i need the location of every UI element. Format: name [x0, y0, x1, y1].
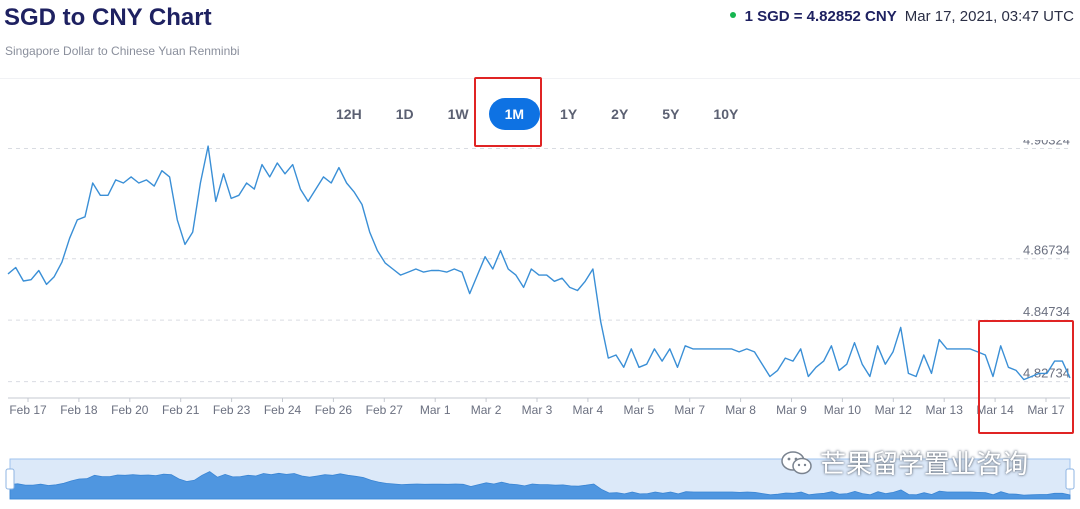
current-rate: 1 SGD = 4.82852 CNY Mar 17, 2021, 03:47 U… — [729, 8, 1074, 25]
time-range-selector: 12H 1D 1W 1M 1Y 2Y 5Y 10Y — [322, 98, 752, 130]
x-tick-label: Mar 1 — [420, 403, 451, 417]
rate-timestamp: Mar 17, 2021, 03:47 UTC — [904, 8, 1074, 25]
x-tick-label: Feb 27 — [366, 403, 404, 417]
x-tick-label: Mar 10 — [824, 403, 862, 417]
x-tick-label: Feb 26 — [315, 403, 353, 417]
x-tick-label: Mar 8 — [725, 403, 756, 417]
y-tick-label: 4.90324 — [1023, 140, 1070, 147]
wechat-icon — [780, 450, 814, 476]
x-tick-label: Mar 12 — [875, 403, 913, 417]
x-tick-label: Feb 24 — [264, 403, 302, 417]
x-tick-label: Mar 17 — [1027, 403, 1065, 417]
x-tick-label: Mar 7 — [674, 403, 705, 417]
watermark-text: 芒果留学置业咨询 — [820, 450, 1029, 480]
x-tick-label: Mar 13 — [926, 403, 964, 417]
highlight-box-1m — [474, 77, 542, 147]
x-tick-label: Feb 20 — [111, 403, 149, 417]
x-tick-label: Mar 9 — [776, 403, 807, 417]
rate-value: 1 SGD = 4.82852 CNY — [744, 8, 897, 25]
page-title: SGD to CNY Chart — [4, 4, 212, 31]
live-status-dot-icon — [729, 12, 736, 19]
x-tick-label: Mar 4 — [573, 403, 604, 417]
navigator-left-handle[interactable] — [5, 468, 15, 490]
page-subtitle: Singapore Dollar to Chinese Yuan Renminb… — [5, 44, 240, 58]
range-1y-button[interactable]: 1Y — [560, 106, 578, 122]
highlight-box-recent — [978, 320, 1074, 434]
range-2y-button[interactable]: 2Y — [611, 106, 629, 122]
x-tick-label: Mar 14 — [976, 403, 1014, 417]
range-12h-button[interactable]: 12H — [336, 106, 362, 122]
range-5y-button[interactable]: 5Y — [662, 106, 680, 122]
range-1w-button[interactable]: 1W — [447, 106, 469, 122]
navigator-area — [9, 471, 1071, 500]
x-tick-label: Mar 5 — [623, 403, 654, 417]
range-navigator[interactable] — [0, 455, 1080, 503]
range-1d-button[interactable]: 1D — [395, 106, 414, 122]
x-tick-label: Feb 17 — [9, 403, 47, 417]
rate-series-line — [7, 145, 1071, 381]
navigator-right-handle[interactable] — [1065, 468, 1075, 490]
x-tick-label: Feb 18 — [60, 403, 98, 417]
range-1m-button[interactable]: 1M — [488, 98, 541, 130]
x-tick-label: Mar 3 — [522, 403, 553, 417]
y-tick-label: 4.86734 — [1023, 243, 1070, 258]
y-tick-label: 4.84734 — [1023, 304, 1070, 319]
watermark: 芒果留学置业咨询 — [780, 444, 1028, 481]
x-tick-label: Mar 2 — [471, 403, 502, 417]
x-tick-label: Feb 21 — [162, 403, 200, 417]
range-10y-button[interactable]: 10Y — [713, 106, 739, 122]
x-tick-label: Feb 23 — [213, 403, 251, 417]
